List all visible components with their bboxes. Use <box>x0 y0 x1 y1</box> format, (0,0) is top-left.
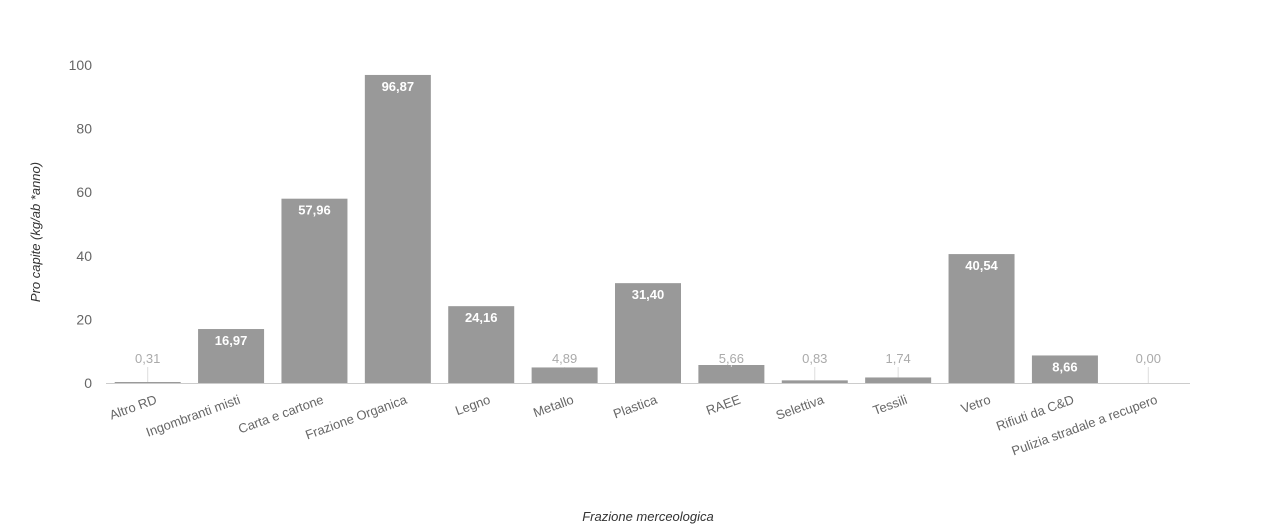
data-label: 0,83 <box>802 351 827 366</box>
y-tick-label: 0 <box>84 375 92 391</box>
x-axis-title: Frazione merceologica <box>582 509 714 524</box>
data-label: 40,54 <box>965 258 998 273</box>
x-category-label: Plastica <box>611 391 660 421</box>
x-category-label: Ingombranti misti <box>144 392 242 440</box>
data-label: 24,16 <box>465 310 498 325</box>
x-category-label: RAEE <box>704 392 743 418</box>
bar[interactable] <box>531 367 598 383</box>
bar[interactable] <box>114 382 181 383</box>
x-category-label: Vetro <box>959 392 993 416</box>
y-tick-label: 80 <box>76 121 92 137</box>
x-category-label: Selettiva <box>774 391 827 422</box>
y-tick-label: 40 <box>76 248 92 264</box>
bar[interactable] <box>1031 355 1098 383</box>
data-label: 4,89 <box>552 351 577 366</box>
y-axis-ticks: 0 20 40 60 80 100 <box>69 57 93 391</box>
data-label: 96,87 <box>382 79 415 94</box>
data-label: 8,66 <box>1052 359 1077 374</box>
x-category-label: Pulizia stradale a recupero <box>1010 392 1160 459</box>
data-label: 1,74 <box>885 351 910 366</box>
y-tick-label: 100 <box>69 57 93 73</box>
x-category-label: Legno <box>453 392 492 418</box>
bar[interactable] <box>865 377 932 383</box>
bar[interactable] <box>198 329 265 383</box>
bar[interactable] <box>948 254 1015 383</box>
y-tick-label: 20 <box>76 311 92 327</box>
y-tick-label: 60 <box>76 184 92 200</box>
x-category-label: Altro RD <box>107 392 158 423</box>
bar[interactable] <box>448 306 515 383</box>
bar[interactable] <box>615 283 681 383</box>
data-label: 16,97 <box>215 333 248 348</box>
bar[interactable] <box>698 365 765 383</box>
data-label: 5,66 <box>719 351 744 366</box>
x-category-label: Metallo <box>531 392 576 420</box>
data-label: 0,00 <box>1136 351 1161 366</box>
bar[interactable] <box>364 74 431 383</box>
data-label: 57,96 <box>298 203 331 218</box>
bars <box>114 74 1098 383</box>
y-axis-title: Pro capite (kg/ab *anno) <box>28 162 43 302</box>
x-category-label: Tessili <box>871 392 909 418</box>
data-labels: 0,31 16,97 57,96 96,87 24,16 4,89 31,40 5,66 0,8… <box>135 79 1161 383</box>
bar[interactable] <box>781 380 848 383</box>
data-label: 0,31 <box>135 351 160 366</box>
bar[interactable] <box>281 198 348 383</box>
data-label: 31,40 <box>632 287 665 302</box>
